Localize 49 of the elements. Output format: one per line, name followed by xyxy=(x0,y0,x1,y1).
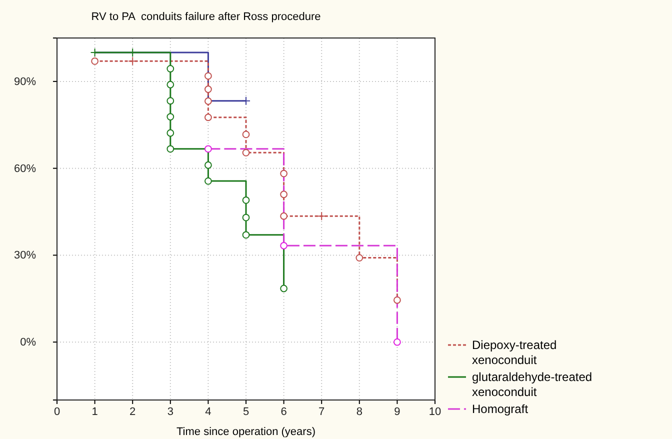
y-tick-label: 30% xyxy=(14,250,36,262)
x-tick-label: 8 xyxy=(356,406,362,418)
x-tick-label: 0 xyxy=(54,406,60,418)
point xyxy=(166,145,174,153)
point xyxy=(204,177,212,185)
point xyxy=(242,96,250,106)
point xyxy=(166,129,174,137)
point xyxy=(166,113,174,120)
point xyxy=(242,196,250,204)
x-tick-label: 6 xyxy=(280,406,287,418)
point xyxy=(204,114,212,122)
point xyxy=(280,242,288,250)
point xyxy=(166,80,174,88)
point xyxy=(91,57,98,65)
point xyxy=(204,161,212,169)
y-tick-label: 0% xyxy=(20,336,36,349)
point xyxy=(204,86,212,93)
x-tick-label: 3 xyxy=(167,406,174,418)
x-tick-label: 5 xyxy=(242,406,250,418)
point xyxy=(280,190,288,198)
x-tick-label: 4 xyxy=(205,406,212,418)
legend-label: glutaraldehyde-treated xenoconduit xyxy=(472,370,592,399)
point xyxy=(280,284,288,292)
y-tick-label: 60% xyxy=(14,162,36,175)
x-axis-title: Time since operation (years) xyxy=(176,426,316,438)
point xyxy=(166,65,174,72)
x-tick-label: 7 xyxy=(318,406,325,418)
point xyxy=(242,214,250,222)
point xyxy=(280,170,288,178)
point xyxy=(280,212,288,220)
x-tick-label: 9 xyxy=(394,406,400,418)
point xyxy=(242,130,250,138)
x-tick-label: 10 xyxy=(428,406,442,418)
chart-title: RV to PA conduits failure after Ross procedure xyxy=(91,11,321,23)
point xyxy=(242,148,250,156)
point xyxy=(242,231,250,239)
point xyxy=(356,254,364,262)
legend-label: Homograft xyxy=(472,402,529,416)
point xyxy=(204,145,212,153)
point xyxy=(317,212,326,221)
point xyxy=(166,97,174,105)
point xyxy=(394,296,401,304)
y-tick-label: 90% xyxy=(14,76,36,88)
point xyxy=(204,72,212,80)
point xyxy=(204,97,212,105)
x-tick-label: 2 xyxy=(130,406,136,418)
x-tick-label: 1 xyxy=(92,406,98,418)
point xyxy=(394,338,401,346)
point xyxy=(128,56,138,66)
